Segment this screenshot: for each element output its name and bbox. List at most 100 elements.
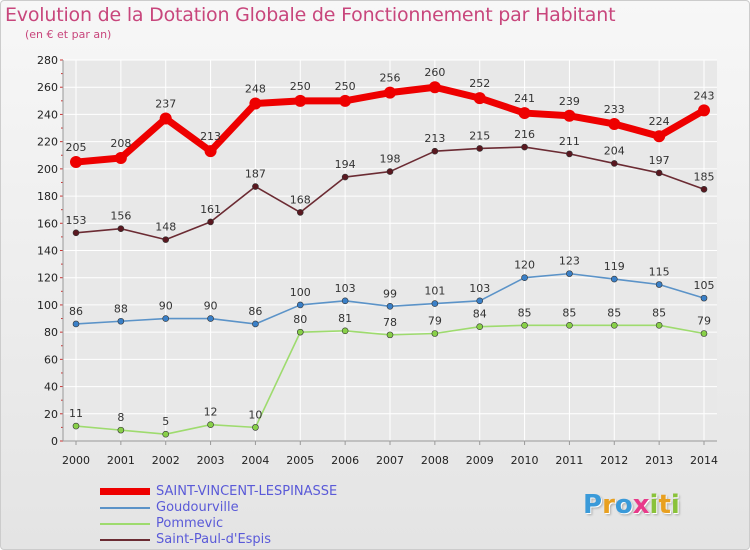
data-label: 85 <box>518 306 532 319</box>
data-label: 100 <box>290 286 311 299</box>
legend-item-goudourville: Goudourville <box>100 500 400 516</box>
data-point <box>476 323 484 331</box>
y-tick-label: 220 <box>37 136 58 149</box>
data-label: 80 <box>293 313 307 326</box>
data-label: 8 <box>117 411 124 424</box>
data-label: 187 <box>245 168 266 181</box>
data-point <box>476 297 484 305</box>
data-label: 213 <box>200 130 221 143</box>
data-label: 99 <box>383 287 397 300</box>
data-point <box>384 86 396 99</box>
data-label: 248 <box>245 83 266 96</box>
x-tick-label: 2014 <box>690 454 718 467</box>
data-label: 168 <box>290 193 311 206</box>
data-point <box>386 331 394 339</box>
logo-letter: i <box>670 490 680 520</box>
data-point <box>655 169 663 177</box>
data-point <box>566 322 573 329</box>
data-point <box>521 274 528 282</box>
data-point <box>249 97 262 110</box>
legend-item-saint-paul-d-espis: Saint-Paul-d'Espis <box>100 532 400 548</box>
data-point <box>72 320 80 328</box>
data-label: 12 <box>204 406 218 419</box>
data-point <box>521 322 528 329</box>
data-point <box>252 183 259 190</box>
data-point <box>473 92 486 105</box>
data-point <box>207 315 214 322</box>
data-label: 10 <box>248 408 262 421</box>
x-tick-label: 2001 <box>107 454 135 467</box>
data-point <box>700 185 708 193</box>
data-point <box>341 173 349 181</box>
x-tick-label: 2013 <box>645 454 673 467</box>
data-point <box>431 147 439 155</box>
data-point <box>296 209 304 216</box>
data-point <box>566 270 573 277</box>
data-label: 115 <box>649 266 670 279</box>
y-tick-label: 80 <box>44 326 58 339</box>
chart-title: Evolution de la Dotation Globale de Fonc… <box>5 4 616 26</box>
data-point <box>162 430 170 438</box>
data-point <box>207 218 214 226</box>
legend-label: Saint-Paul-d'Espis <box>156 532 272 547</box>
legend-label: SAINT-VINCENT-LESPINASSE <box>156 484 338 499</box>
data-label: 211 <box>559 135 580 148</box>
data-label: 256 <box>380 72 401 85</box>
logo-letter: r <box>602 490 615 520</box>
y-tick-label: 20 <box>44 408 58 421</box>
x-tick-label: 2002 <box>152 454 180 467</box>
data-label: 81 <box>338 312 352 325</box>
chart-subtitle: (en € et par an) <box>25 28 112 41</box>
data-label: 123 <box>559 255 580 268</box>
data-point <box>386 302 394 310</box>
y-tick-label: 140 <box>37 245 58 258</box>
data-point <box>518 107 531 120</box>
data-point <box>207 421 214 428</box>
data-label: 119 <box>604 260 625 273</box>
x-tick-label: 2006 <box>331 454 359 467</box>
data-point <box>566 150 573 158</box>
data-point <box>159 112 172 125</box>
x-tick-label: 2007 <box>376 454 404 467</box>
data-point <box>386 168 394 175</box>
x-tick-label: 2004 <box>241 454 269 467</box>
legend-label: Pommevic <box>156 516 224 531</box>
legend-swatch <box>100 488 150 495</box>
data-point <box>117 426 125 434</box>
data-label: 148 <box>155 221 176 234</box>
data-label: 194 <box>335 158 356 171</box>
data-label: 204 <box>604 144 625 157</box>
data-point <box>610 160 618 167</box>
data-label: 105 <box>694 279 715 292</box>
data-point <box>431 330 439 337</box>
data-label: 84 <box>473 308 487 321</box>
data-label: 5 <box>162 415 169 428</box>
data-label: 233 <box>604 103 625 116</box>
data-label: 78 <box>383 316 397 329</box>
data-label: 185 <box>694 170 715 183</box>
logo-letter: x <box>632 490 650 520</box>
data-point <box>162 236 170 243</box>
y-tick-label: 260 <box>37 81 58 94</box>
data-label: 11 <box>69 407 83 420</box>
series-saint-paul-d-espis: 153 156 148 161 187 168 194 198 213 215 216 211 204 1… <box>66 128 715 243</box>
data-label: 90 <box>159 300 173 313</box>
data-point <box>341 297 349 305</box>
data-point <box>70 156 82 169</box>
legend-swatch <box>100 523 150 525</box>
legend-swatch <box>100 507 150 509</box>
data-point <box>294 94 307 107</box>
legend-label: Goudourville <box>156 500 239 515</box>
data-label: 161 <box>200 203 221 216</box>
data-label: 241 <box>514 92 535 105</box>
data-point <box>341 327 349 335</box>
data-point <box>204 145 217 158</box>
data-label: 250 <box>335 80 356 93</box>
data-point <box>114 151 127 164</box>
y-tick-label: 120 <box>37 272 58 285</box>
data-label: 79 <box>697 315 711 328</box>
data-label: 120 <box>514 259 535 272</box>
data-label: 86 <box>69 305 83 318</box>
data-label: 86 <box>248 305 262 318</box>
